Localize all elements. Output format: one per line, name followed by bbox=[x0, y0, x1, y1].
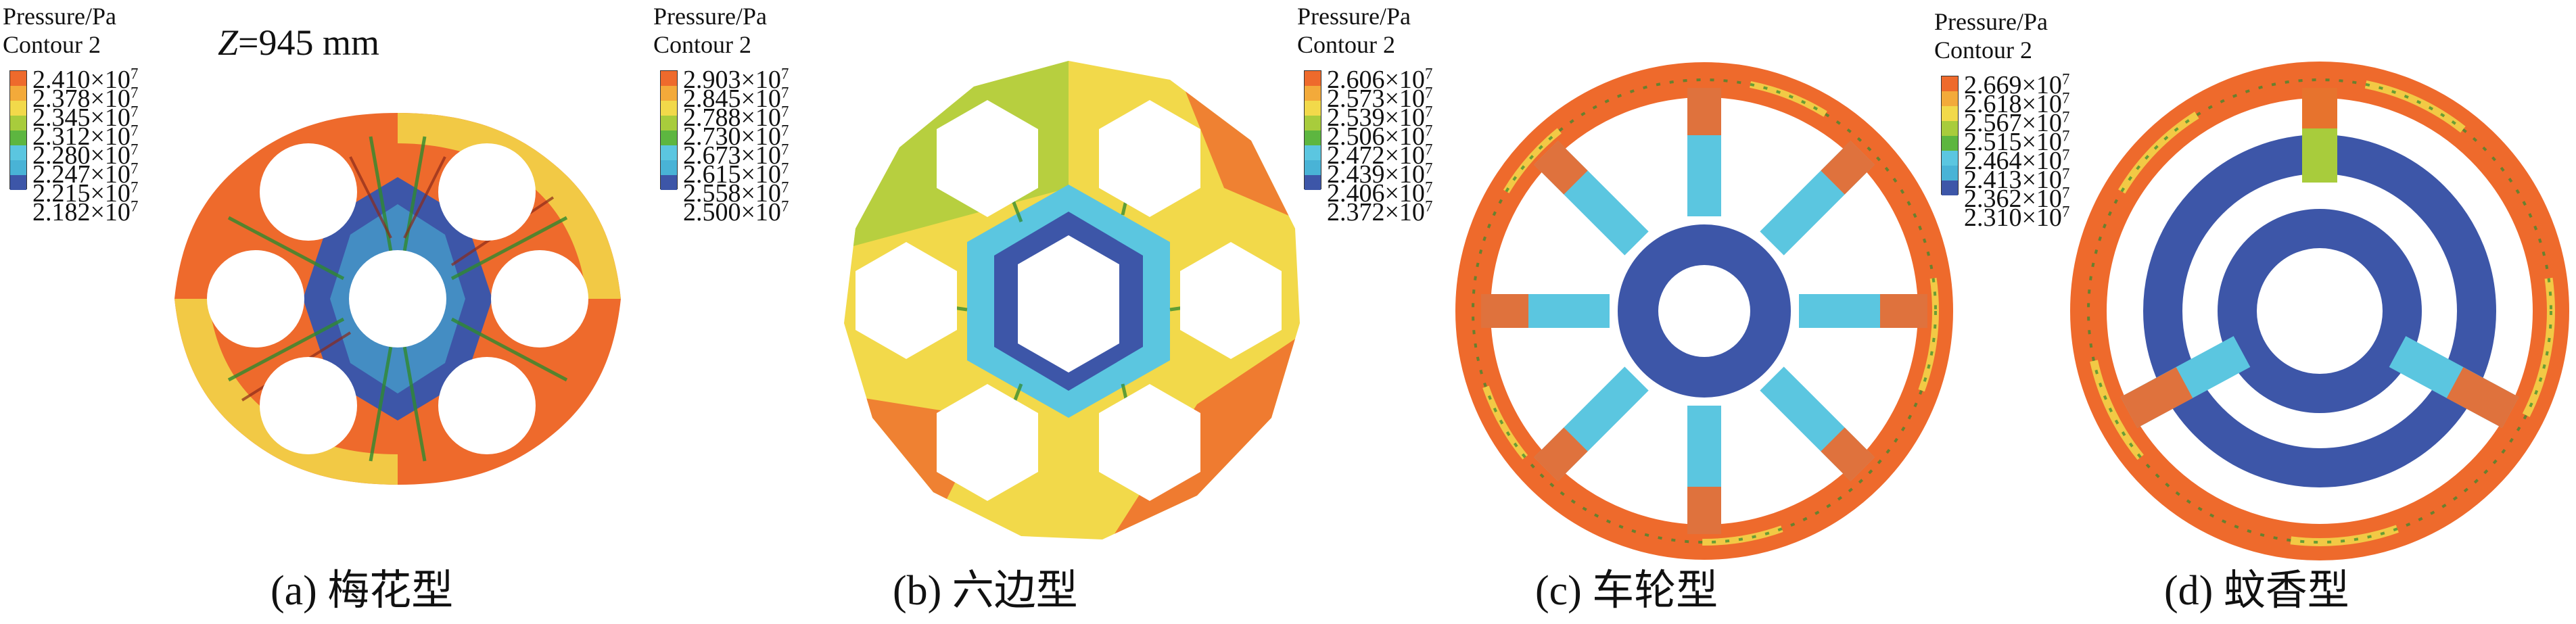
colorbar-segment bbox=[661, 145, 677, 160]
colorbar-tick-label: 2.472×107 bbox=[1327, 141, 1433, 170]
caption-a: (a) 梅花型 bbox=[271, 568, 454, 614]
legend-title-line2: Contour 2 bbox=[1934, 37, 2033, 64]
colorbar-segment bbox=[10, 130, 26, 145]
colorbar-segment bbox=[661, 160, 677, 175]
z-label-value: =945 mm bbox=[238, 22, 380, 63]
colorbar-tick-label: 2.845×107 bbox=[683, 84, 789, 113]
colorbar-tick-label: 2.372×107 bbox=[1327, 197, 1433, 226]
caption-d: (d) 蚊香型 bbox=[2164, 568, 2349, 614]
colorbar-tick-label: 2.615×107 bbox=[683, 160, 789, 189]
colorbar-segment bbox=[661, 130, 677, 145]
colorbar-segment bbox=[10, 86, 26, 101]
colorbar-tick-label: 2.410×107 bbox=[32, 65, 139, 94]
colorbar-tick-label: 2.182×107 bbox=[32, 197, 139, 226]
colorbar-tick-label: 2.673×107 bbox=[683, 141, 789, 170]
legend-title-line1: Pressure/Pa bbox=[3, 3, 116, 30]
colorbar-segment bbox=[661, 71, 677, 86]
caption-b: (b) 六边型 bbox=[893, 568, 1078, 614]
colorbar-tick-label: 2.247×107 bbox=[32, 160, 139, 189]
colorbar bbox=[1941, 76, 1959, 195]
colorbar-segment bbox=[10, 101, 26, 116]
colorbar-segment bbox=[1305, 101, 1321, 116]
colorbar-segment bbox=[661, 101, 677, 116]
legend-title-line1: Pressure/Pa bbox=[1934, 8, 2048, 35]
figure-wheel bbox=[1455, 62, 1953, 560]
colorbar-tick-label: 2.506×107 bbox=[1327, 122, 1433, 151]
legend-title-line2: Contour 2 bbox=[653, 31, 752, 58]
colorbar-tick-label: 2.788×107 bbox=[683, 103, 789, 132]
colorbar-tick-label: 2.539×107 bbox=[1327, 103, 1433, 132]
colorbar-segment bbox=[1942, 91, 1958, 106]
colorbar-tick-label: 2.515×107 bbox=[1964, 127, 2070, 156]
z-label-var: Z bbox=[218, 22, 239, 63]
colorbar-segment bbox=[1942, 121, 1958, 136]
colorbar-tick-label: 2.215×107 bbox=[32, 178, 139, 208]
colorbar-tick-label: 2.618×107 bbox=[1964, 89, 2070, 118]
colorbar-tick-label: 2.439×107 bbox=[1327, 160, 1433, 189]
panel-c: Pressure/Pa Contour 2 bbox=[1285, 0, 1953, 624]
colorbar-tick-label: 2.280×107 bbox=[32, 141, 139, 170]
legend-title-line1: Pressure/Pa bbox=[653, 3, 767, 30]
colorbar-tick-label: 2.567×107 bbox=[1964, 108, 2070, 137]
panel-d: Pressure/Pa Contour 2 (d) 蚊香型 2.669×107 2… bbox=[1927, 0, 2576, 624]
colorbar bbox=[660, 70, 678, 190]
colorbar bbox=[9, 70, 27, 190]
colorbar-tick-label: 2.310×107 bbox=[1964, 203, 2070, 232]
colorbar-tick-label: 2.312×107 bbox=[32, 122, 139, 151]
figure-hexagon bbox=[844, 61, 1300, 539]
colorbar-segment bbox=[10, 116, 26, 130]
colorbar-segment bbox=[1305, 175, 1321, 190]
colorbar-tick-label: 2.464×107 bbox=[1964, 146, 2070, 175]
colorbar-segment bbox=[1305, 145, 1321, 160]
colorbar-tick-label: 2.406×107 bbox=[1327, 178, 1433, 208]
colorbar-segment bbox=[10, 71, 26, 86]
colorbar-segment bbox=[1305, 116, 1321, 130]
panel-b: Pressure/Pa Contour 2 bbox=[642, 0, 1300, 624]
colorbar-tick-label: 2.730×107 bbox=[683, 122, 789, 151]
legend-title-line2: Contour 2 bbox=[1297, 31, 1396, 58]
colorbar-segment bbox=[1942, 151, 1958, 166]
colorbar-segment bbox=[1305, 71, 1321, 86]
colorbar-segment bbox=[10, 160, 26, 175]
colorbar-tick-label: 2.558×107 bbox=[683, 178, 789, 208]
colorbar-segment bbox=[661, 86, 677, 101]
figure-plum-blossom bbox=[174, 113, 621, 485]
colorbar-segment bbox=[1305, 86, 1321, 101]
colorbar-tick-label: 2.500×107 bbox=[683, 197, 789, 226]
colorbar-segment bbox=[1942, 106, 1958, 121]
colorbar-tick-label: 2.606×107 bbox=[1327, 65, 1433, 94]
colorbar-segment bbox=[10, 175, 26, 190]
colorbar-tick-label: 2.362×107 bbox=[1964, 184, 2070, 213]
panel-a: Pressure/Pa Contour 2 Z=945 mm bbox=[0, 0, 642, 624]
caption-c: (c) 车轮型 bbox=[1535, 568, 1718, 614]
legend-title-line2: Contour 2 bbox=[3, 31, 101, 58]
colorbar-tick-label: 2.669×107 bbox=[1964, 70, 2070, 99]
colorbar-segment bbox=[1942, 166, 1958, 181]
colorbar-segment bbox=[1305, 160, 1321, 175]
colorbar-tick-label: 2.413×107 bbox=[1964, 165, 2070, 194]
colorbar-tick-label: 2.378×107 bbox=[32, 84, 139, 113]
colorbar-segment bbox=[1942, 136, 1958, 151]
colorbar-segment bbox=[1942, 76, 1958, 91]
colorbar-segment bbox=[1942, 181, 1958, 195]
legend-title-line1: Pressure/Pa bbox=[1297, 3, 1411, 30]
colorbar-tick-label: 2.903×107 bbox=[683, 65, 789, 94]
colorbar-tick-label: 2.573×107 bbox=[1327, 84, 1433, 113]
colorbar-segment bbox=[661, 116, 677, 130]
colorbar-tick-label: 2.345×107 bbox=[32, 103, 139, 132]
colorbar-segment bbox=[1305, 130, 1321, 145]
colorbar bbox=[1304, 70, 1321, 190]
figure-spiral bbox=[2070, 62, 2569, 560]
z-label: Z=945 mm bbox=[218, 22, 379, 64]
colorbar-segment bbox=[661, 175, 677, 190]
colorbar-segment bbox=[10, 145, 26, 160]
